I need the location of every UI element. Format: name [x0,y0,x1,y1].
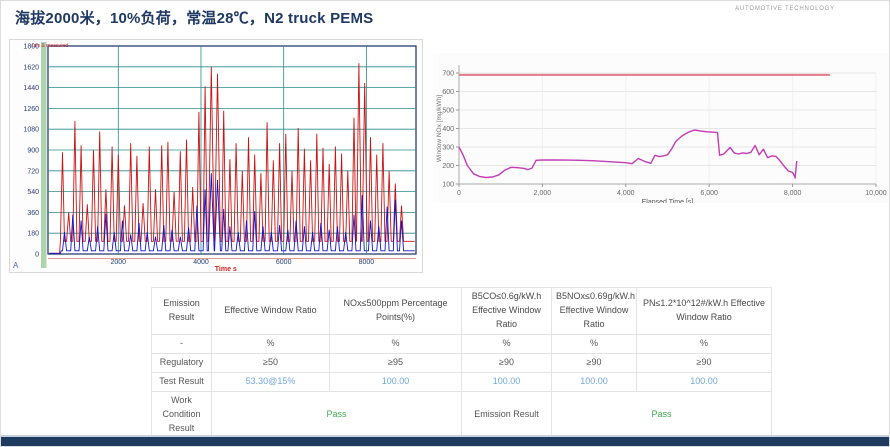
y-tick-label: 180 [27,231,39,238]
window-nox-chart: 100 200 300 400 500 600 700 0 2,000 4,000 6,000 8,0… [436,65,887,206]
y-tick-label: 100 [442,182,454,189]
table-final-row: Work Condition Result Pass Emission Resu… [151,390,772,439]
header-nox-window-ratio: B5NOx≤0.69g/kW.h Effective Window Ratio [551,287,637,335]
work-condition-pass-badge: Pass [211,390,462,439]
header-nox-percentage: NOx≤500ppm Percentage Points(%) [329,287,462,335]
test-result-label: Test Result [151,371,212,392]
table-regulatory-row: Regulatory ≥50 ≥95 ≥90 ≥90 ≥90 [151,352,772,373]
y-tick-label: 1620 [23,64,39,71]
y-tick-label: 700 [442,71,454,78]
header-co-window-ratio: B5CO≤0.6g/kW.h Effective Window Ratio [461,287,552,335]
blue-trace [49,173,415,254]
x-tick-label: 6000 [276,259,292,266]
header-emission-result: Emission Result [151,287,212,335]
regulatory-value: ≥90 [461,352,552,373]
y-tick-label: 400 [442,126,454,133]
regulatory-label: Regulatory [151,352,212,373]
emission-results-table-wrap: Emission Result Effective Window Ratio N… [151,287,772,439]
window-nox-chart-panel: 100 200 300 400 500 600 700 0 2,000 4,000 6,000 8,0… [433,53,889,206]
header-pn-window-ratio: PN≤1.2*10^12#/kW.h Effective Window Rati… [636,287,772,335]
regulatory-value: ≥90 [636,352,772,373]
table-test-result-row: Test Result 53.30@15% 100.00 100.00 100.… [151,371,772,392]
work-condition-result-label: Work Condition Result [151,390,212,439]
emission-result-label: Emission Result [461,390,552,439]
unit-cell: % [461,333,552,354]
x-tick-label: 2000 [111,259,127,266]
corner-marker: A [13,261,19,270]
regulatory-value: ≥90 [551,352,637,373]
y-tick-label: 300 [442,145,454,152]
x-tick-label: 2,000 [534,190,552,197]
y-tick-label: 1440 [23,85,39,92]
regulatory-value: ≥95 [329,352,462,373]
header-effective-window-ratio: Effective Window Ratio [211,287,330,335]
table-header-row: Emission Result Effective Window Ratio N… [151,287,772,335]
y-tick-label: 360 [27,210,39,217]
x-axis-label: Time s [215,266,237,272]
x-tick-label: 0 [457,190,461,197]
y-tick-label: 540 [27,189,39,196]
x-axis-label: Elapsed Time [s] [642,199,694,203]
x-tick-label: 4000 [193,259,209,266]
unit-cell: % [551,333,637,354]
y-tick-label: 0 [35,252,39,259]
test-result-value: 100.00 [636,371,772,392]
test-result-value: 53.30@15% [211,371,330,392]
chart-legend: Lim & measured [32,43,69,49]
axis-strip [41,42,47,268]
test-result-value: 100.00 [551,371,637,392]
x-tick-label: 10,000 [865,190,887,197]
x-tick-label: 8,000 [784,190,802,197]
y-tick-label: 200 [442,163,454,170]
y-tick-label: 500 [442,108,454,115]
test-result-value: 100.00 [329,371,462,392]
pems-trace-chart: 0 180 360 540 720 900 1080 1260 1440 1620 1800 2000… [13,42,417,273]
emission-result-pass-badge: Pass [551,390,772,439]
y-tick-label: 1080 [23,127,39,134]
unit-cell: - [151,333,212,354]
y-tick-label: 720 [27,168,39,175]
pems-trace-chart-panel: 0 180 360 540 720 900 1080 1260 1440 1620 1800 2000… [9,39,423,273]
window-nox [458,129,798,179]
emission-results-table: Emission Result Effective Window Ratio N… [151,287,772,439]
page-title: 海拔2000米，10%负荷，常温28℃，N2 truck PEMS [15,10,374,27]
regulatory-value: ≥50 [211,352,330,373]
y-axis-label: Window NOx [mg/kWh] [436,95,443,162]
table-units-row: - % % % % % [151,333,772,354]
bottom-navy-bar [1,437,889,446]
x-tick-label: 8000 [359,259,375,266]
y-tick-label: 900 [27,148,39,155]
y-tick-label: 600 [442,89,454,96]
x-tick-label: 6,000 [700,190,718,197]
unit-cell: % [211,333,330,354]
bottom-accent-line [1,435,889,437]
y-tick-label: 1260 [23,106,39,113]
test-result-value: 100.00 [461,371,552,392]
unit-cell: % [329,333,462,354]
unit-cell: % [636,333,772,354]
y-tick-label: 1800 [23,44,39,51]
brand-logo-text: AUTOMOTIVE TECHNOLOGY [735,6,835,12]
x-tick-label: 4,000 [617,190,635,197]
